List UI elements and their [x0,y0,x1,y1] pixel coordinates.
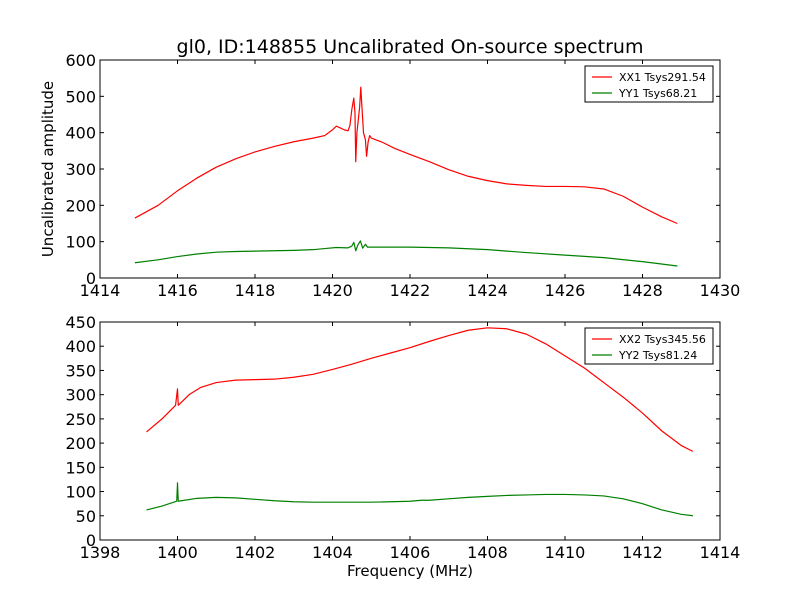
y-tick-label: 600 [65,51,96,70]
x-axis-label: Frequency (MHz) [347,562,473,580]
x-tick-label: 1428 [622,281,663,300]
legend: XX2 Tsys345.56 YY2 Tsys81.24 [584,327,714,365]
x-tick-label: 1404 [312,543,353,562]
y-tick-label: 0 [86,531,96,550]
series-line-1 [146,327,694,452]
bottom-panel: 1398 1400 1402 1404 1406 1408 1410 1412 1414 0 50 1… [65,313,740,580]
legend-label-2: YY1 Tsys68.21 [618,87,697,100]
series-line-2 [134,240,678,267]
x-tick-label: 1426 [545,281,586,300]
y-tick-label: 400 [65,337,96,356]
x-tick-label: 1424 [467,281,508,300]
x-tick-label: 1400 [157,543,198,562]
y-tick-label: 300 [65,386,96,405]
legend: XX1 Tsys291.54 YY1 Tsys68.21 [584,65,714,103]
y-tick-label: 100 [65,483,96,502]
x-tick-label: 1414 [80,281,121,300]
legend-box [584,65,714,103]
y-tick-label: 0 [86,269,96,288]
y-tick-label: 50 [76,507,96,526]
x-tick-label: 1398 [80,543,121,562]
x-tick-label: 1402 [235,543,276,562]
legend-label-2: YY2 Tsys81.24 [618,349,697,362]
y-tick-label: 500 [65,87,96,106]
x-tick-label: 1414 [700,543,741,562]
chart-title: gl0, ID:148855 Uncalibrated On-source sp… [177,36,644,58]
x-tick-label: 1412 [622,543,663,562]
y-tick-label: 200 [65,434,96,453]
y-tick-label: 150 [65,458,96,477]
x-tick-label: 1422 [390,281,431,300]
series-line-1 [134,86,678,225]
y-tick-label: 450 [65,313,96,332]
x-tick-label: 1416 [157,281,198,300]
y-tick-label: 400 [65,124,96,143]
x-tick-label: 1410 [545,543,586,562]
y-tick-label: 350 [65,361,96,380]
y-tick-label: 100 [65,233,96,252]
x-tick-label: 1430 [700,281,741,300]
x-tick-label: 1406 [390,543,431,562]
y-tick-label: 200 [65,196,96,215]
x-tick-label: 1420 [312,281,353,300]
legend-label-1: XX1 Tsys291.54 [619,71,706,84]
y-tick-label: 250 [65,410,96,429]
x-tick-label: 1418 [235,281,276,300]
top-panel: 1414 1416 1418 1420 1422 1424 1426 1428 1430 0 100… [39,51,740,300]
y-tick-label: 300 [65,160,96,179]
x-tick-label: 1408 [467,543,508,562]
y-axis-label: Uncalibrated amplitude [39,81,57,257]
legend-label-1: XX2 Tsys345.56 [619,333,706,346]
series-line-2 [146,482,693,517]
legend-box [584,327,714,365]
